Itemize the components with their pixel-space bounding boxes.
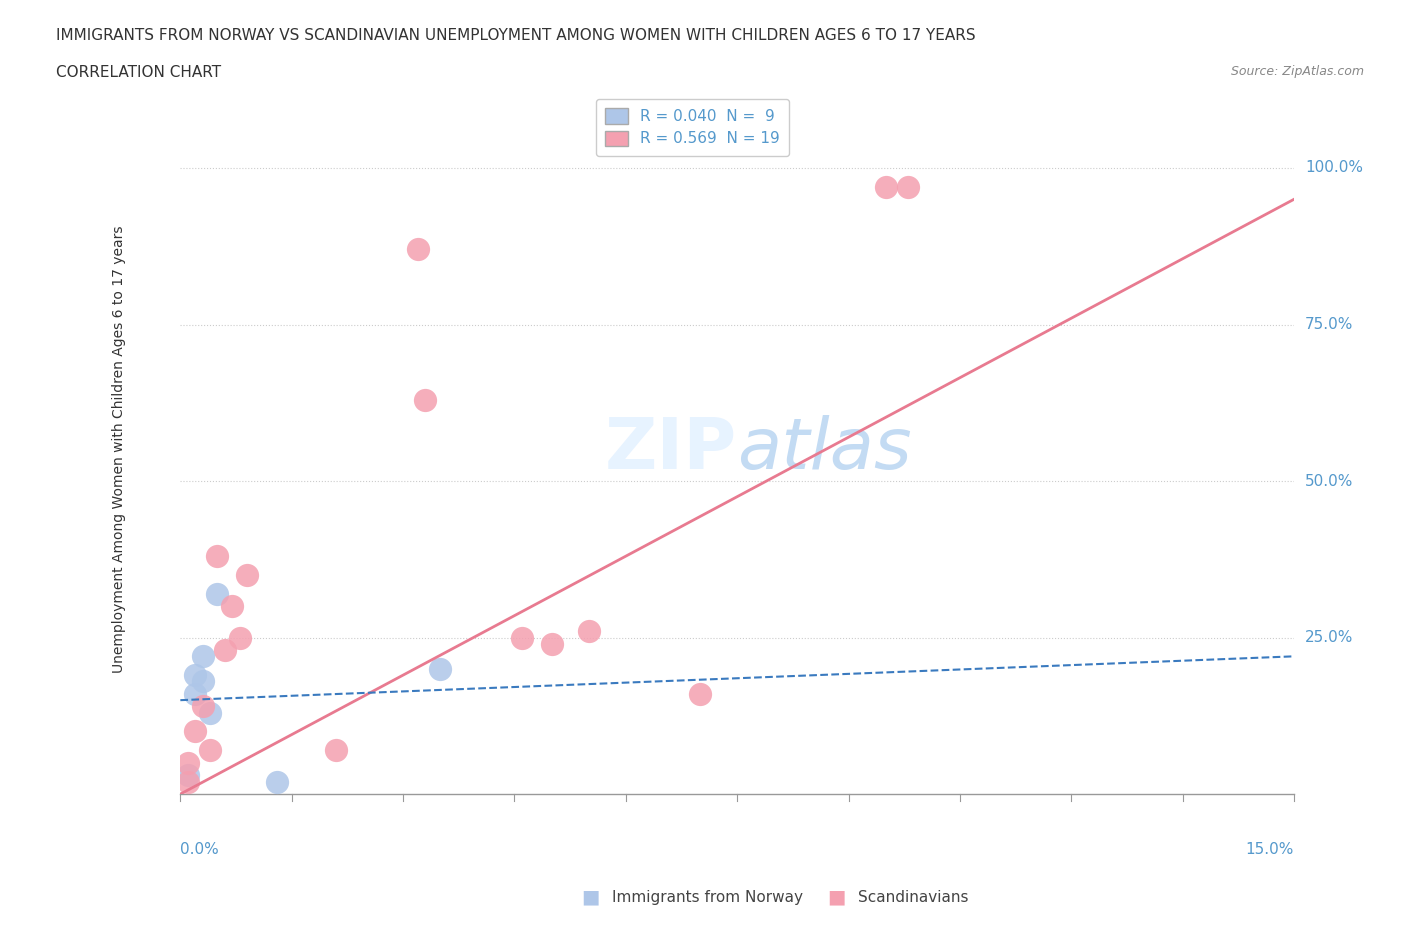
Point: [184, 686, 207, 701]
Point: [415, 392, 437, 407]
Point: [689, 686, 711, 701]
Point: [198, 743, 221, 758]
Point: [221, 599, 243, 614]
Text: ZIP: ZIP: [605, 415, 737, 485]
Point: [177, 768, 200, 783]
Text: Source: ZipAtlas.com: Source: ZipAtlas.com: [1230, 65, 1364, 78]
Point: [266, 774, 288, 789]
Text: Scandinavians: Scandinavians: [858, 890, 969, 905]
Text: 100.0%: 100.0%: [1305, 161, 1364, 176]
Point: [198, 705, 221, 720]
Legend: R = 0.040  N =  9, R = 0.569  N = 19: R = 0.040 N = 9, R = 0.569 N = 19: [596, 100, 789, 155]
Point: [897, 179, 920, 194]
Text: 0.0%: 0.0%: [180, 843, 219, 857]
Text: 25.0%: 25.0%: [1305, 630, 1354, 645]
Point: [406, 242, 429, 257]
Point: [325, 743, 347, 758]
Text: Immigrants from Norway: Immigrants from Norway: [612, 890, 803, 905]
Point: [540, 636, 562, 651]
Point: [207, 586, 229, 601]
Point: [184, 724, 207, 739]
Point: [191, 699, 214, 714]
Text: CORRELATION CHART: CORRELATION CHART: [56, 65, 221, 80]
Text: ■: ■: [581, 888, 600, 907]
Text: IMMIGRANTS FROM NORWAY VS SCANDINAVIAN UNEMPLOYMENT AMONG WOMEN WITH CHILDREN AG: IMMIGRANTS FROM NORWAY VS SCANDINAVIAN U…: [56, 28, 976, 43]
Point: [177, 774, 200, 789]
Text: atlas: atlas: [737, 415, 912, 485]
Text: 15.0%: 15.0%: [1246, 843, 1294, 857]
Point: [191, 674, 214, 689]
Point: [236, 567, 259, 582]
Point: [177, 755, 200, 770]
Text: 75.0%: 75.0%: [1305, 317, 1354, 332]
Point: [578, 624, 600, 639]
Point: [875, 179, 897, 194]
Text: Unemployment Among Women with Children Ages 6 to 17 years: Unemployment Among Women with Children A…: [112, 226, 127, 673]
Point: [214, 643, 236, 658]
Point: [229, 631, 252, 645]
Point: [510, 631, 533, 645]
Text: 50.0%: 50.0%: [1305, 473, 1354, 488]
Point: [207, 549, 229, 564]
Point: [191, 649, 214, 664]
Point: [184, 668, 207, 683]
Text: ■: ■: [827, 888, 846, 907]
Point: [429, 661, 451, 676]
